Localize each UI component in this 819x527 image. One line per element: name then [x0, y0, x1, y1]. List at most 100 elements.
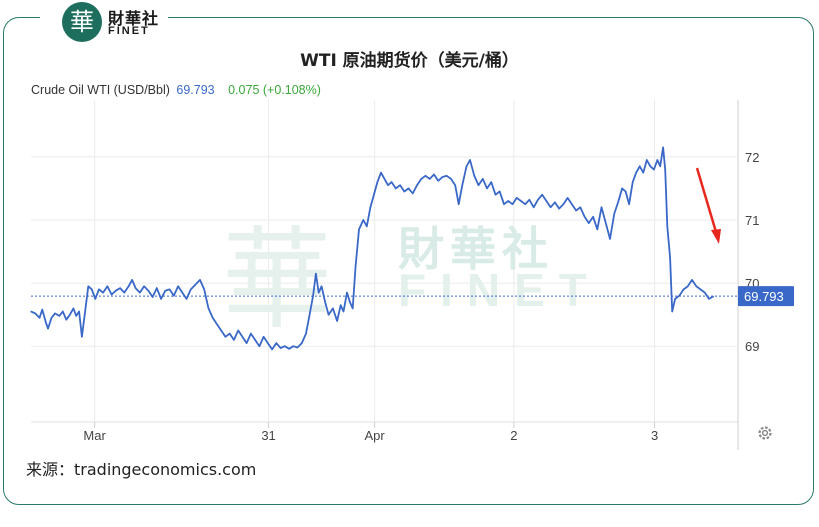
series-point	[195, 283, 197, 285]
series-point	[674, 298, 676, 300]
series-point	[562, 203, 565, 205]
logo-area	[40, 0, 168, 44]
series-point	[596, 228, 598, 230]
series-point	[292, 345, 294, 347]
series-point	[340, 304, 342, 306]
series-point	[212, 317, 214, 319]
series-point	[571, 203, 573, 205]
series-point	[98, 288, 100, 290]
series-point	[473, 175, 475, 177]
legend-last-value: 69.793	[176, 83, 215, 97]
series-point	[358, 228, 360, 230]
series-point	[41, 309, 43, 311]
series-point	[318, 292, 320, 294]
series-point	[420, 178, 422, 180]
series-line-crude-oil-wti	[30, 146, 714, 351]
series-point	[537, 199, 539, 201]
series-point	[119, 287, 121, 289]
series-point	[321, 285, 323, 287]
series-point	[271, 348, 273, 350]
series-point	[461, 184, 463, 186]
series-point	[486, 187, 488, 189]
series-point	[156, 287, 158, 289]
series-point	[54, 312, 56, 314]
series-point	[592, 216, 594, 218]
series-point	[332, 307, 334, 309]
series-point	[429, 178, 431, 180]
series-point	[246, 342, 248, 344]
series-point	[503, 203, 505, 205]
series-point	[152, 296, 154, 298]
legend-change: 0.075 (+0.108%)	[228, 83, 321, 97]
series-point	[387, 184, 389, 186]
series-point	[143, 285, 145, 287]
series-point	[683, 288, 685, 290]
series-point	[169, 288, 171, 290]
series-point	[441, 176, 444, 178]
series-point	[84, 314, 86, 316]
series-point	[254, 339, 256, 341]
series-point	[646, 159, 648, 161]
series-point	[369, 206, 371, 208]
series-point	[177, 285, 179, 287]
series-point	[280, 347, 282, 349]
series-point	[185, 298, 188, 300]
series-point	[123, 292, 125, 294]
series-point	[625, 190, 627, 193]
series-point	[613, 213, 615, 215]
series-point	[494, 194, 497, 196]
series-point	[628, 203, 630, 205]
series-point	[111, 293, 113, 296]
series-point	[454, 184, 456, 186]
series-point	[446, 175, 448, 177]
series-point	[666, 225, 668, 227]
series-point	[181, 292, 183, 294]
chart-title: WTI 原油期货价（美元/桶）	[300, 51, 519, 71]
watermark-glyph: 華	[222, 216, 332, 344]
x-axis: Mar 31 Apr 2 3	[83, 422, 658, 443]
series-point	[639, 165, 641, 167]
series-point	[275, 342, 277, 344]
series-point	[524, 203, 526, 205]
chart-grid	[31, 100, 739, 450]
series-point	[349, 301, 351, 303]
finet-logo-name-en: FINET	[108, 25, 150, 37]
legend-series-name: Crude Oil WTI (USD/Bbl)	[31, 83, 170, 97]
series-point	[50, 317, 53, 319]
series-point	[691, 279, 693, 281]
series-point	[190, 288, 192, 290]
series-point	[499, 190, 501, 193]
series-point	[708, 298, 710, 300]
series-point	[579, 206, 581, 208]
y-tick-label: 69	[745, 339, 759, 354]
series-point	[669, 257, 671, 259]
series-point	[296, 346, 299, 349]
series-point	[671, 310, 673, 313]
series-point	[128, 285, 130, 287]
series-point	[399, 184, 401, 186]
last-value-tag: 69.793	[738, 286, 794, 307]
series-point	[407, 187, 410, 189]
series-point	[511, 203, 514, 205]
series-point	[465, 165, 468, 167]
series-point	[34, 312, 36, 314]
series-point	[575, 209, 577, 212]
gear-icon[interactable]	[758, 426, 772, 440]
series-point	[91, 288, 93, 290]
series-point	[199, 279, 201, 281]
series-point	[395, 187, 397, 189]
series-point	[416, 184, 418, 186]
series-point	[324, 301, 326, 303]
series-point	[558, 208, 560, 210]
series-point	[173, 295, 175, 297]
series-point	[233, 339, 235, 341]
series-point	[653, 168, 655, 171]
series-point	[554, 201, 556, 203]
series-point	[342, 310, 345, 313]
x-tick-label: Apr	[364, 428, 385, 443]
series-point	[62, 310, 64, 313]
x-tick-label: 3	[651, 428, 658, 443]
series-point	[354, 266, 357, 268]
series-point	[584, 216, 586, 218]
